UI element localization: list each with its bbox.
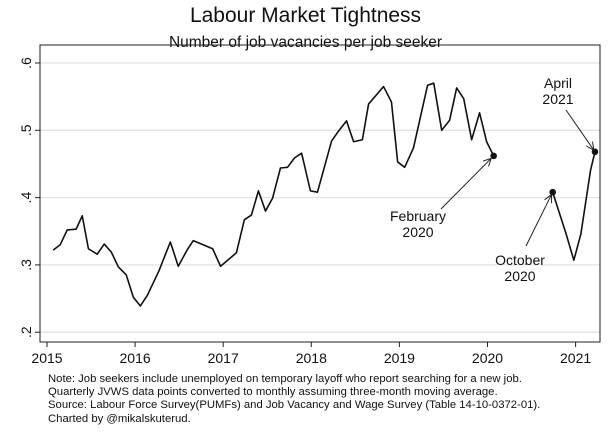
x-tick-label: 2017 xyxy=(208,350,239,366)
x-tick-label: 2015 xyxy=(31,350,62,366)
note-line: Quarterly JVWS data points converted to … xyxy=(48,386,498,399)
annotation-label: 2020 xyxy=(402,224,433,240)
annotation-arrow xyxy=(525,195,551,247)
chart-subtitle: Number of job vacancies per job seeker xyxy=(168,34,443,51)
annotation-label: April xyxy=(544,75,572,91)
y-tick-label: .4 xyxy=(18,192,34,204)
note-line: Note: Job seekers include unemployed on … xyxy=(48,373,522,385)
y-tick-label: .3 xyxy=(18,259,34,271)
chart-title: Labour Market Tightness xyxy=(189,4,422,27)
x-tick-label: 2018 xyxy=(296,350,327,366)
x-tick-label: 2016 xyxy=(120,350,151,366)
y-tick-label: .6 xyxy=(18,57,34,69)
annotation-label: February xyxy=(390,208,446,224)
annotation-arrow xyxy=(565,109,593,149)
y-tick-label: .5 xyxy=(18,124,34,136)
annotation-point xyxy=(591,148,599,156)
chart-notes: Note: Job seekers include unemployed on … xyxy=(48,373,540,426)
x-tick-label: 2021 xyxy=(560,350,591,366)
plot-frame xyxy=(39,44,601,343)
note-line: Charted by @mikalskuterud. xyxy=(48,412,191,425)
y-tick-label: .2 xyxy=(18,326,34,338)
annotation-label: 2021 xyxy=(542,91,573,107)
annotation-label: October xyxy=(495,252,545,268)
series-line-pandemic xyxy=(551,151,596,261)
series-line-pre-pandemic xyxy=(52,82,495,307)
annotation-point xyxy=(549,188,556,196)
x-tick-label: 2020 xyxy=(472,350,503,366)
annotation-point xyxy=(490,152,497,160)
note-line: Source: Labour Force Survey(PUMFs) and J… xyxy=(48,399,541,412)
annotation-label: 2020 xyxy=(504,268,535,284)
annotation-arrow xyxy=(440,159,491,210)
x-tick-label: 2019 xyxy=(384,350,415,366)
